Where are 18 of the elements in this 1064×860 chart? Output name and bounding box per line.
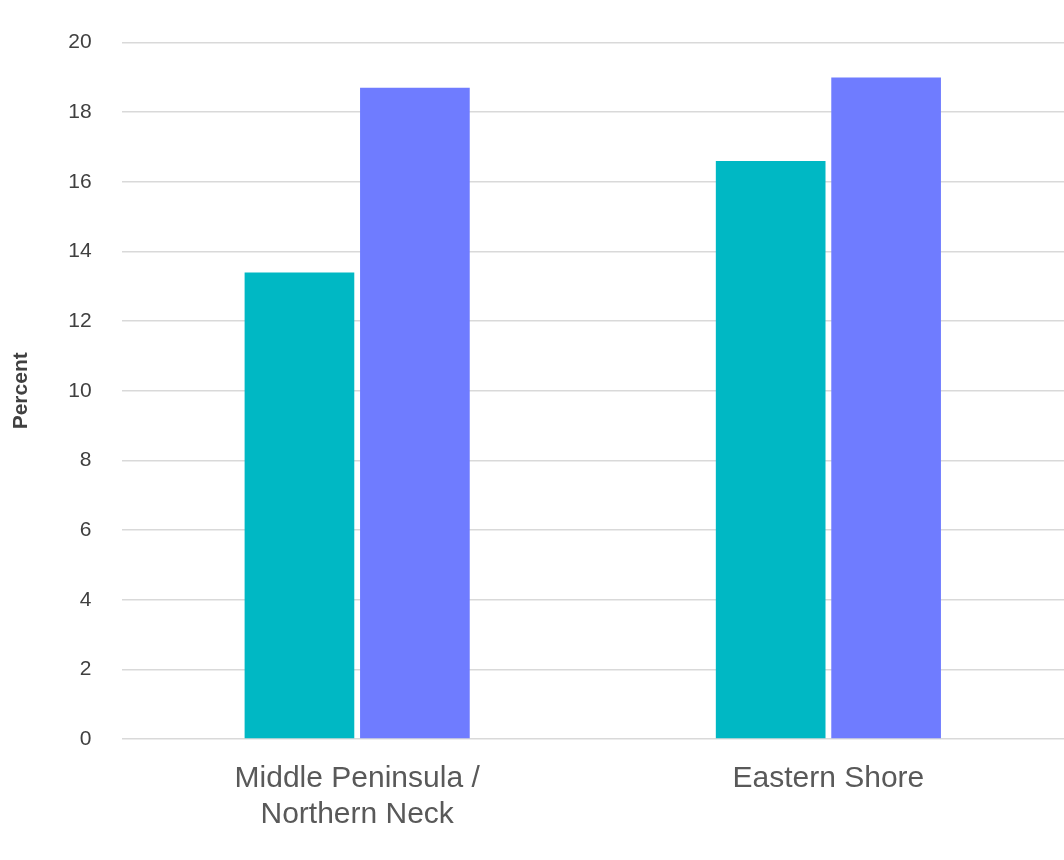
y-axis-title: Percent <box>8 352 32 430</box>
x-tick-label: Eastern Shore <box>732 760 925 794</box>
y-tick-label: 18 <box>68 99 92 123</box>
y-tick-label: 6 <box>79 516 92 540</box>
y-tick-label: 0 <box>79 725 92 749</box>
y-tick-label: 8 <box>79 447 92 471</box>
y-tick-label: 2 <box>79 656 92 680</box>
y-tick-label: 20 <box>68 29 92 53</box>
bar <box>244 272 355 739</box>
x-tick-label: Middle Peninsula / Northern Neck <box>234 760 481 830</box>
y-tick-label: 12 <box>68 307 92 331</box>
bar <box>831 77 941 739</box>
bar <box>715 160 826 739</box>
y-tick-label: 16 <box>68 168 92 192</box>
y-tick-label: 4 <box>79 586 92 610</box>
y-tick-label: 14 <box>68 238 92 262</box>
bar <box>360 87 470 739</box>
y-tick-label: 10 <box>68 377 92 401</box>
